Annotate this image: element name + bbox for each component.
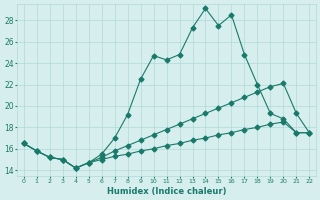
X-axis label: Humidex (Indice chaleur): Humidex (Indice chaleur): [107, 187, 226, 196]
